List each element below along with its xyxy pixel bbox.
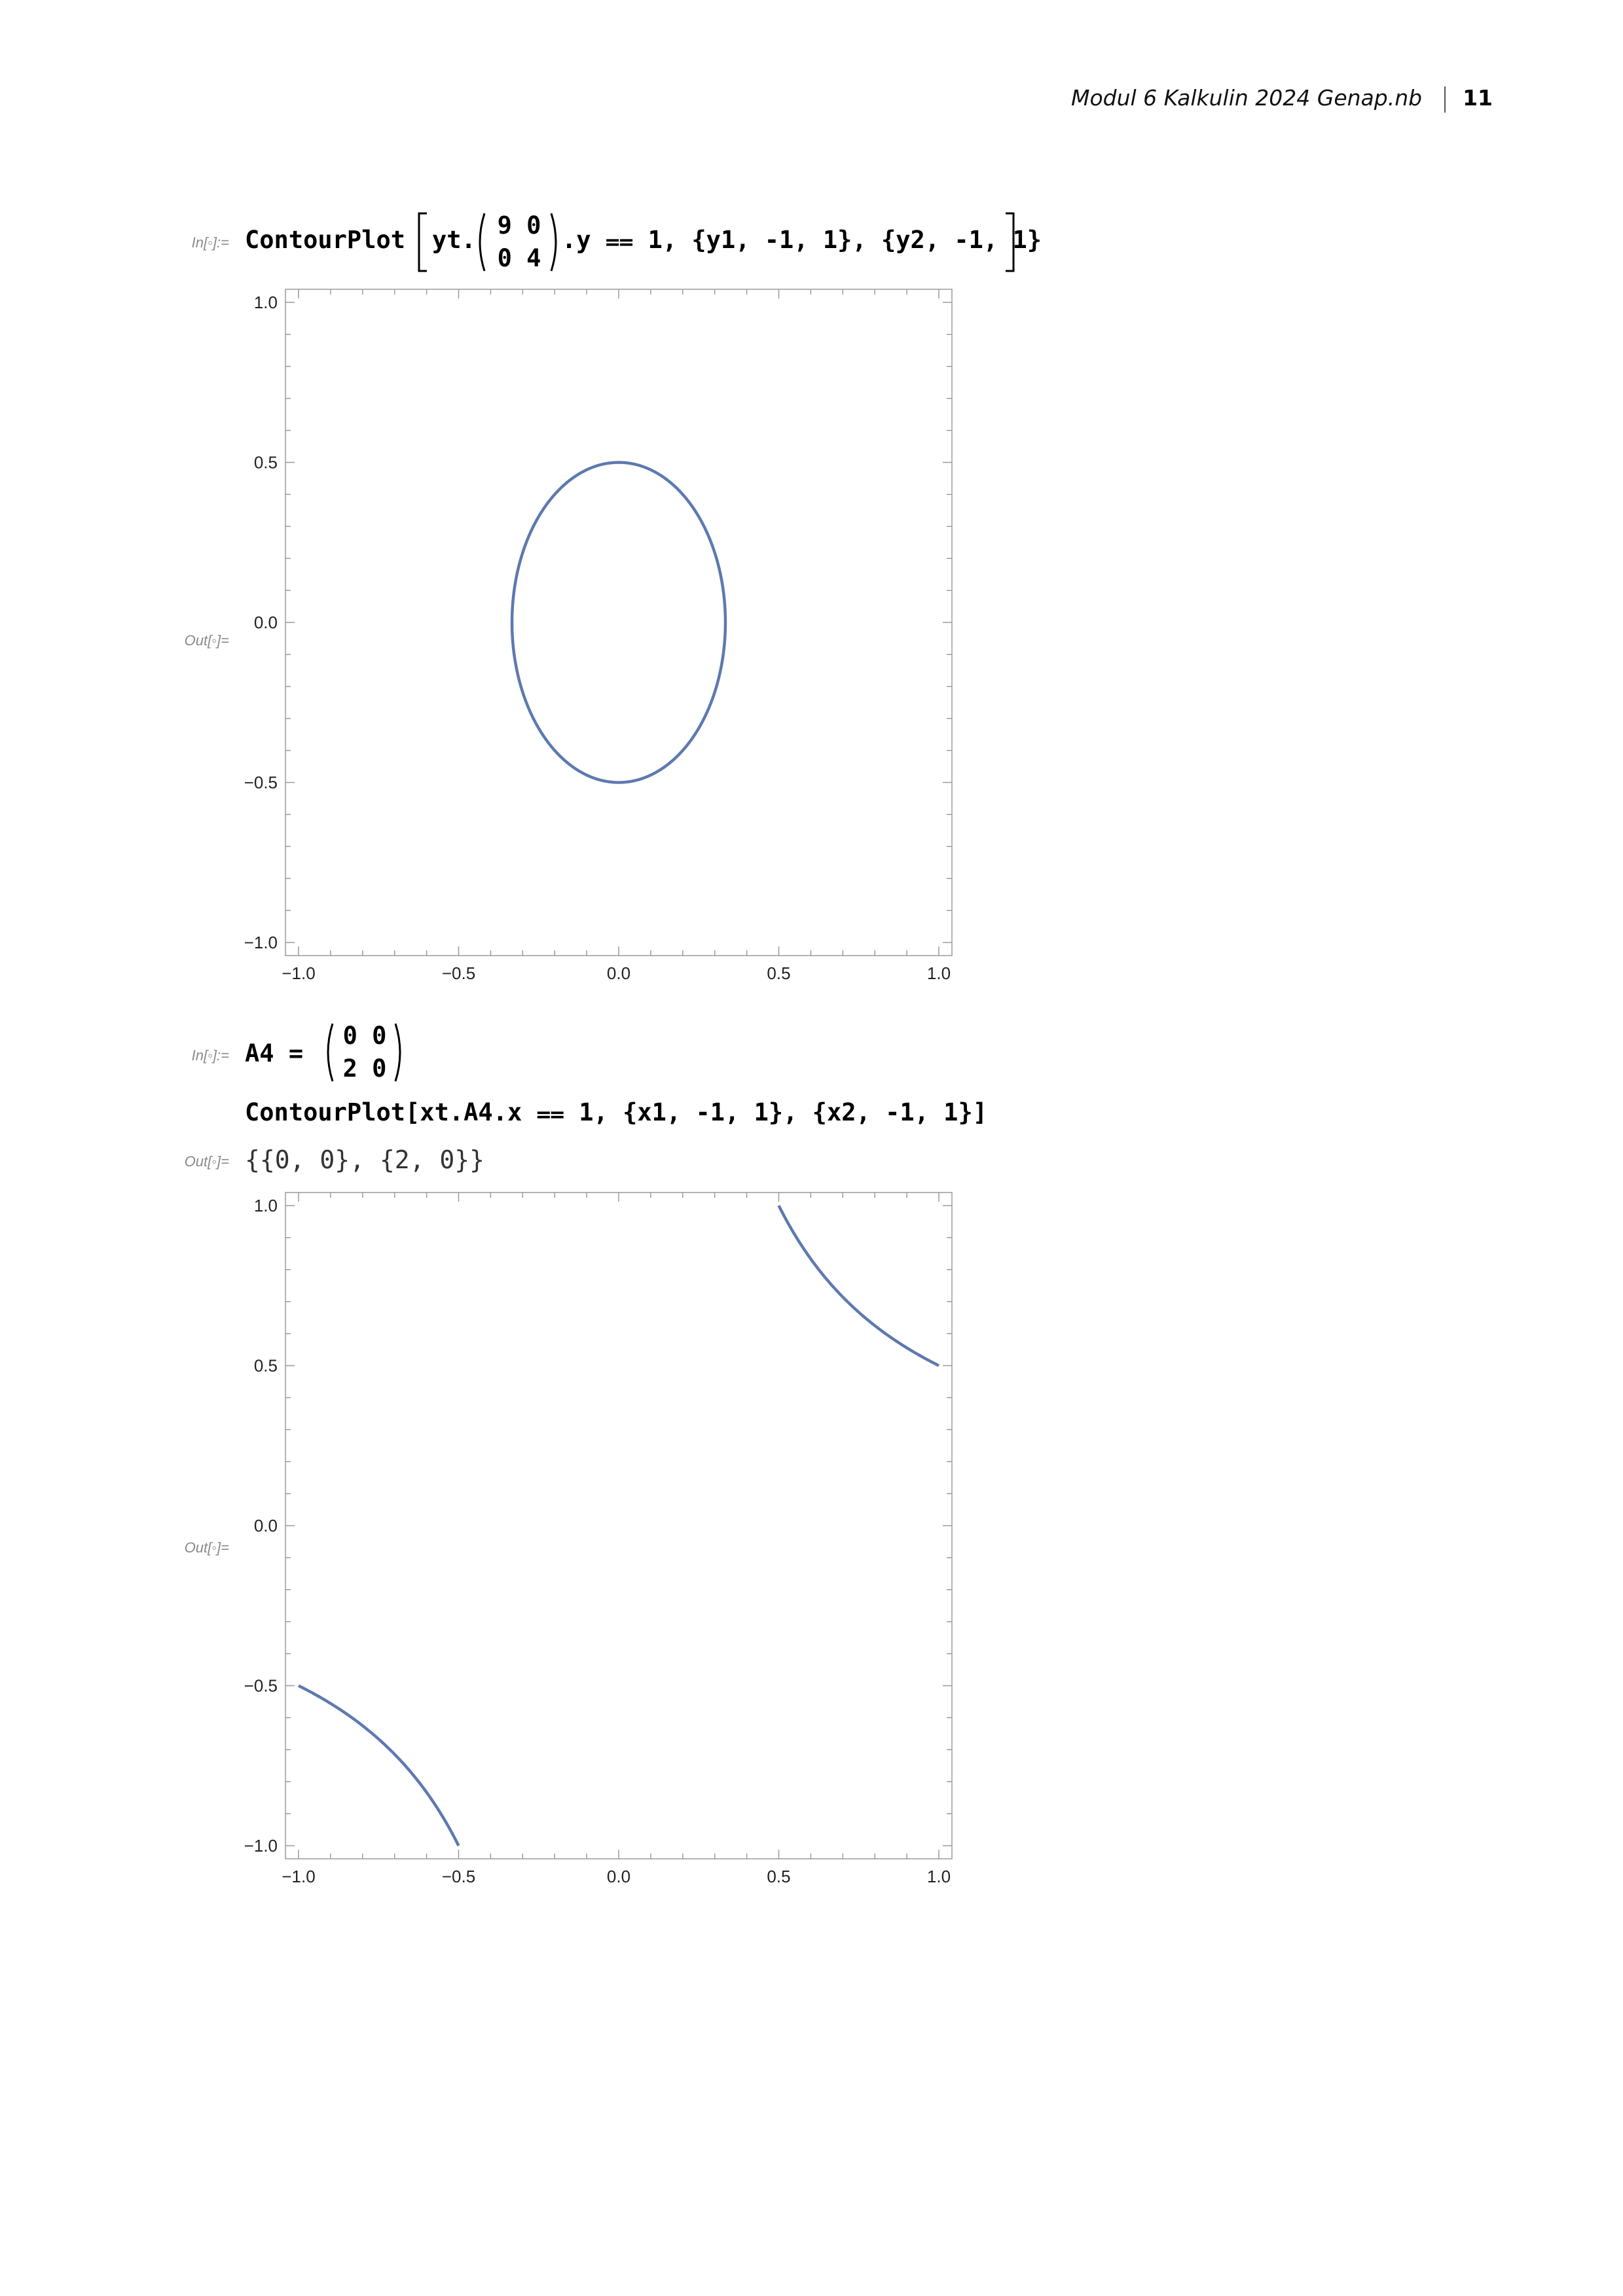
code-contourplot-a4: ContourPlot[xt.A4.x ⩵ 1, {x1, -1, 1}, {x…: [245, 1098, 987, 1126]
x-tick-label: −1.0: [282, 1867, 315, 1885]
x-tick-label: 0.0: [607, 963, 630, 982]
big-bracket-close: [1006, 212, 1015, 272]
notebook-title: Modul 6 Kalkulin 2024 Genap.nb: [1070, 85, 1423, 111]
output-label-4: Out[◦]=: [184, 1539, 229, 1556]
page-header: Modul 6 Kalkulin 2024 Genap.nb 11: [982, 84, 1493, 113]
y-tick-label: −1.0: [244, 933, 278, 952]
y-tick-label: 0.0: [254, 613, 278, 632]
contour-curve-1: [510, 461, 727, 784]
matrix-paren-close: [550, 213, 557, 272]
page-number: 11: [1463, 85, 1493, 111]
contour-curve-1: [777, 1204, 940, 1367]
matrix-a4-paren-close: [394, 1023, 401, 1082]
output-matrix-text: {{0, 0}, {2, 0}}: [245, 1145, 485, 1174]
code-assign-a4: A4 =: [245, 1039, 304, 1067]
input-label-2: In[◦]:=: [191, 1047, 229, 1064]
x-tick-label: 0.0: [607, 1867, 630, 1885]
output-label-3: Out[◦]=: [184, 1153, 229, 1170]
input-label: In[◦]:=: [191, 234, 229, 251]
x-tick-label: −0.5: [442, 1867, 475, 1885]
plot-frame: [285, 289, 953, 956]
x-tick-label: 1.0: [927, 1867, 951, 1885]
y-tick-label: −0.5: [244, 773, 278, 793]
y-tick-label: −0.5: [244, 1676, 278, 1696]
matrix-paren-open: [479, 213, 486, 272]
x-tick-label: −0.5: [442, 963, 475, 982]
matrix-9004: 9 0 0 4: [497, 211, 541, 272]
plot-frame: [285, 1192, 953, 1859]
y-tick-label: 1.0: [254, 293, 278, 312]
matrix-a4: 0 0 2 0: [342, 1022, 387, 1083]
y-tick-label: 0.5: [254, 1356, 278, 1376]
y-tick-label: 1.0: [254, 1196, 278, 1215]
code-rest: .y ⩵ 1, {y1, -1, 1}, {y2, -1, 1}: [562, 226, 1042, 254]
x-tick-label: 0.5: [767, 963, 790, 982]
y-tick-label: 0.0: [254, 1516, 278, 1535]
output-label: Out[◦]=: [184, 632, 229, 649]
header-divider: [1444, 86, 1446, 113]
code-var-yt: yt.: [432, 226, 476, 254]
big-bracket-open: [418, 212, 427, 272]
code-function-name: ContourPlot: [245, 226, 406, 254]
y-tick-label: −1.0: [244, 1836, 278, 1856]
contour-plot-hyperbola: −1.0 −0.5 0.0 0.5 1.0 1.0 0.5 0.0 −0.5 −1.0: [244, 1192, 953, 1885]
matrix-a4-paren-open: [327, 1023, 334, 1082]
x-tick-label: 0.5: [767, 1867, 790, 1885]
y-tick-label: 0.5: [254, 453, 278, 473]
x-tick-label: 1.0: [927, 963, 951, 982]
contour-curve-2: [297, 1684, 460, 1847]
x-tick-label: −1.0: [282, 963, 315, 982]
contour-plot-ellipse: −1.0 −0.5 0.0 0.5 1.0 1.0 0.5 0.0 −0.5 −1.0: [244, 289, 953, 982]
